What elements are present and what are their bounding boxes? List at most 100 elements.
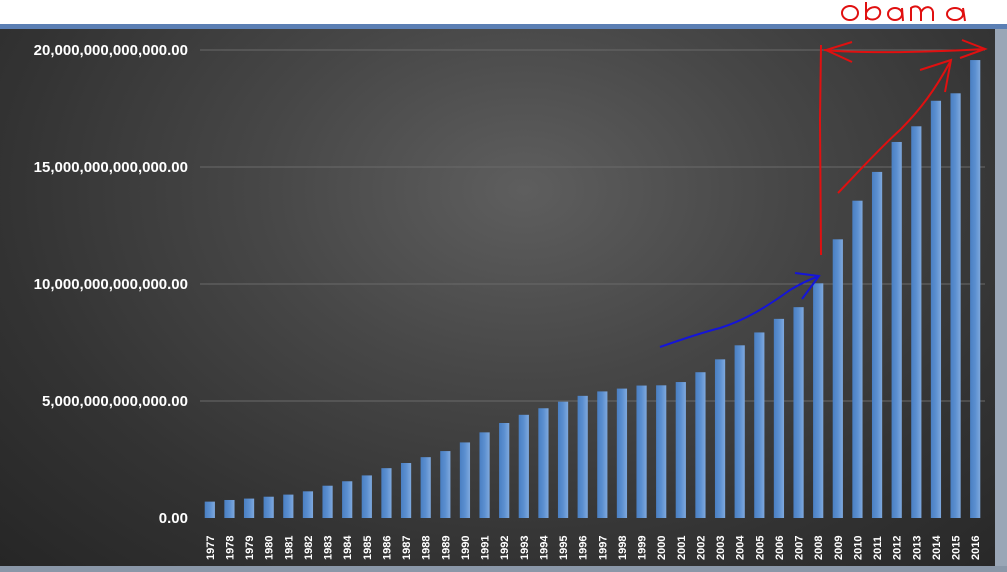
x-tick-label: 2011 xyxy=(872,536,884,560)
red-annotation-left-arrowhead xyxy=(823,41,853,63)
bar-2012 xyxy=(891,141,902,518)
bar-1996 xyxy=(577,395,588,518)
x-tick-label: 1998 xyxy=(617,536,629,560)
red-annotation-right-arrowhead xyxy=(959,39,988,59)
bar-1977 xyxy=(204,501,215,518)
bar-2010 xyxy=(852,200,863,519)
x-tick-label: 1977 xyxy=(205,536,217,560)
x-tick-label: 1980 xyxy=(264,536,276,560)
bars xyxy=(204,60,981,519)
bar-2006 xyxy=(773,318,785,518)
bar-1997 xyxy=(597,391,608,518)
bar-2008 xyxy=(813,283,824,518)
bar-2011 xyxy=(871,171,883,518)
x-tick-label: 2010 xyxy=(852,536,864,560)
bar-1989 xyxy=(440,451,451,518)
x-tick-label: 2006 xyxy=(774,536,786,560)
y-tick-label: 20,000,000,000,000.00 xyxy=(34,42,188,59)
bar-1990 xyxy=(459,442,471,518)
bar-1978 xyxy=(224,499,235,518)
blue-annotation-arrowhead xyxy=(794,272,821,300)
x-tick-label: 2002 xyxy=(695,536,707,560)
window-top-border xyxy=(0,24,1007,29)
x-axis-tick-labels: 1977 1978 1979 1980 1981 1982 1983 1984 1985 1986… xyxy=(205,535,982,560)
bar-1986 xyxy=(381,468,392,518)
x-tick-label: 2001 xyxy=(676,536,688,560)
bar-1988 xyxy=(420,457,431,518)
y-tick-label: 10,000,000,000,000.00 xyxy=(34,276,188,293)
bar-1994 xyxy=(538,408,549,518)
right-edge-strip xyxy=(995,29,1007,566)
x-tick-label: 2012 xyxy=(892,536,904,560)
x-tick-label: 1996 xyxy=(578,536,590,560)
x-tick-label: 1983 xyxy=(323,536,335,560)
x-tick-label: 1994 xyxy=(538,535,550,560)
bar-1998 xyxy=(616,388,628,518)
y-tick-label: 0.00 xyxy=(159,510,188,527)
blue-annotation-arrow xyxy=(659,276,818,348)
x-tick-label: 1978 xyxy=(224,536,236,560)
x-tick-label: 1981 xyxy=(283,536,295,560)
x-tick-label: 1986 xyxy=(381,536,393,560)
x-tick-label: 2016 xyxy=(970,536,982,560)
bar-1984 xyxy=(342,481,353,518)
bar-2015 xyxy=(950,93,961,518)
x-tick-label: 1989 xyxy=(440,536,452,560)
x-tick-label: 1987 xyxy=(401,536,413,560)
bar-1993 xyxy=(518,414,529,518)
x-tick-label: 1979 xyxy=(244,536,256,560)
y-tick-label: 15,000,000,000,000.00 xyxy=(34,159,188,176)
x-tick-label: 1991 xyxy=(480,536,492,560)
y-tick-label: 5,000,000,000,000.00 xyxy=(42,393,188,410)
bar-2014 xyxy=(930,100,942,518)
bar-1992 xyxy=(499,422,510,518)
bar-1983 xyxy=(322,485,333,518)
x-tick-label: 2005 xyxy=(754,536,766,560)
bar-1987 xyxy=(400,463,412,518)
bar-2000 xyxy=(656,385,667,518)
bar-1991 xyxy=(479,432,490,518)
bar-1995 xyxy=(557,401,569,518)
bar-2003 xyxy=(714,359,726,518)
x-tick-label: 2015 xyxy=(951,536,963,560)
bar-2002 xyxy=(695,372,706,518)
x-tick-label: 1988 xyxy=(421,536,433,560)
x-tick-label: 1999 xyxy=(637,536,649,560)
bottom-edge-strip xyxy=(0,566,1007,572)
x-tick-label: 1985 xyxy=(362,536,374,560)
bar-2013 xyxy=(911,126,922,518)
x-tick-label: 2013 xyxy=(911,536,923,560)
bar-2001 xyxy=(675,382,686,518)
x-tick-label: 2003 xyxy=(715,536,727,560)
bar-1980 xyxy=(263,496,274,518)
x-tick-label: 1984 xyxy=(342,535,354,560)
x-tick-label: 2009 xyxy=(833,536,845,560)
bar-2004 xyxy=(734,345,745,518)
bar-1982 xyxy=(302,491,314,518)
handwritten-annotations xyxy=(659,2,988,348)
x-tick-label: 2008 xyxy=(813,536,825,560)
bar-2007 xyxy=(793,307,804,518)
bar-2009 xyxy=(832,239,843,518)
x-tick-label: 2000 xyxy=(656,536,668,560)
x-tick-label: 1997 xyxy=(597,536,609,560)
red-annotation-diagonal-arrowhead xyxy=(919,58,953,93)
x-tick-label: 1990 xyxy=(460,536,472,560)
bar-2016 xyxy=(970,60,981,518)
x-tick-label: 1995 xyxy=(558,536,570,560)
red-annotation-vertical-line xyxy=(818,44,822,256)
x-tick-label: 2014 xyxy=(931,535,943,560)
red-annotation-diagonal-arrow xyxy=(837,61,951,194)
gridlines xyxy=(200,49,985,402)
x-tick-label: 1993 xyxy=(519,536,531,560)
x-tick-label: 1982 xyxy=(303,536,315,560)
x-tick-label: 2007 xyxy=(794,536,806,560)
y-axis-tick-labels: 0.00 5,000,000,000,000.00 10,000,000,000,0… xyxy=(34,42,188,527)
bar-1999 xyxy=(636,385,647,518)
obama-handwritten-label xyxy=(841,2,966,22)
bar-1979 xyxy=(243,498,255,518)
bar-2005 xyxy=(754,332,765,518)
red-annotation-double-arrow xyxy=(823,48,986,54)
x-tick-label: 1992 xyxy=(499,536,511,560)
